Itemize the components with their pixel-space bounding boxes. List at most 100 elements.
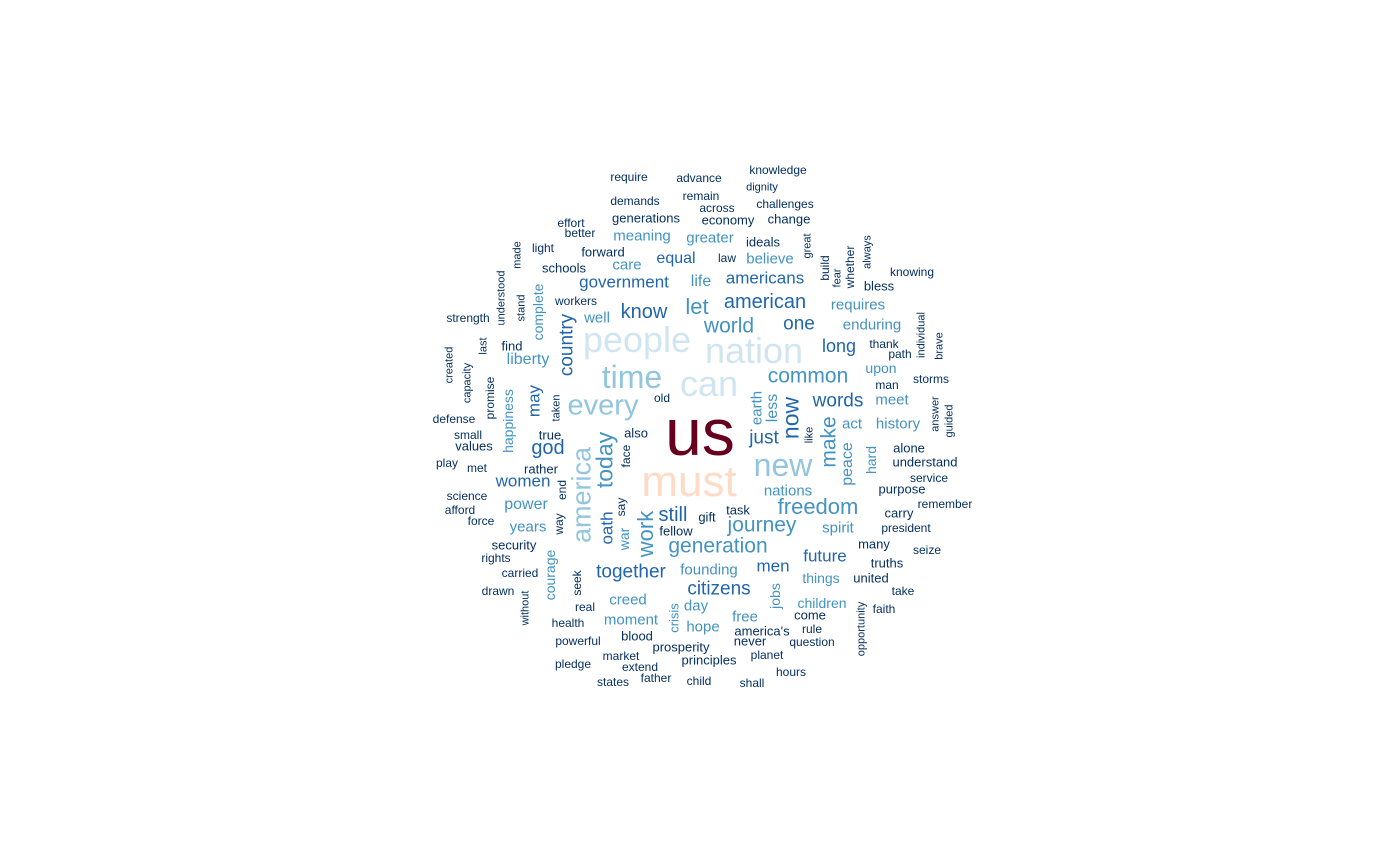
word-rule: rule	[801, 622, 823, 636]
word-hope: hope	[686, 618, 720, 636]
word-states: states	[596, 675, 630, 689]
word-father: father	[640, 671, 672, 685]
word-storms: storms	[913, 372, 949, 386]
word-security: security	[491, 537, 537, 553]
word-children: children	[797, 595, 847, 611]
word-enduring: enduring	[842, 316, 902, 334]
word-across: across	[699, 201, 735, 215]
word-words: words	[812, 390, 864, 412]
word-freedom: freedom	[777, 494, 859, 519]
word-require: require	[610, 170, 648, 184]
word-created: created	[443, 346, 456, 384]
word-values: values	[455, 438, 493, 454]
word-knowledge: knowledge	[749, 163, 807, 177]
word-moment: moment	[603, 611, 659, 629]
word-take: take	[891, 584, 915, 598]
word-god: god	[531, 437, 565, 459]
word-also: also	[624, 425, 648, 441]
word-spirit: spirit	[822, 519, 854, 537]
word-free: free	[732, 608, 758, 626]
word-planet: planet	[750, 648, 784, 662]
word-principles: principles	[681, 652, 737, 668]
word-united: united	[853, 570, 889, 586]
word-american: american	[723, 291, 807, 313]
word-let: let	[685, 294, 709, 319]
word-defense: defense	[432, 412, 476, 426]
word-common: common	[767, 364, 849, 388]
word-hours: hours	[775, 665, 807, 679]
word-truths: truths	[870, 555, 904, 571]
word-complete: complete	[530, 283, 546, 341]
word-brave: brave	[933, 332, 946, 360]
word-carry: carry	[884, 505, 914, 521]
word-seek: seek	[570, 570, 584, 596]
word-may: may	[524, 384, 544, 418]
word-pledge: pledge	[554, 657, 592, 671]
word-day: day	[683, 597, 709, 615]
word-end: end	[555, 479, 569, 501]
word-time: time	[601, 359, 663, 395]
word-hard: hard	[863, 445, 879, 475]
word-meaning: meaning	[613, 227, 671, 245]
word-generations: generations	[612, 210, 680, 226]
word-gift: gift	[698, 509, 716, 525]
word-task: task	[726, 502, 750, 518]
word-less: less	[764, 393, 781, 423]
word-force: force	[467, 514, 495, 528]
word-upon: upon	[865, 360, 897, 376]
word-just: just	[749, 427, 779, 449]
word-many: many	[858, 536, 890, 552]
word-drawn: drawn	[481, 584, 515, 598]
word-extend: extend	[621, 660, 659, 674]
word-blood: blood	[621, 628, 653, 644]
word-people: people	[582, 319, 692, 360]
word-ideals: ideals	[746, 234, 780, 250]
word-never: never	[733, 633, 767, 649]
word-journey: journey	[727, 513, 797, 537]
word-answer: answer	[929, 396, 942, 432]
word-play: play	[435, 456, 459, 470]
word-government: government	[579, 272, 669, 292]
word-always: always	[861, 235, 874, 269]
word-president: president	[881, 521, 931, 535]
word-like: like	[803, 426, 816, 444]
word-nations: nations	[763, 482, 813, 500]
word-war: war	[616, 527, 632, 551]
word-make: make	[817, 416, 841, 468]
word-work: work	[633, 510, 658, 558]
word-purpose: purpose	[878, 481, 926, 497]
word-now: now	[777, 396, 804, 440]
word-capacity: capacity	[461, 362, 474, 404]
word-know: know	[620, 301, 668, 323]
word-earth: earth	[748, 390, 766, 426]
word-service: service	[909, 471, 949, 485]
word-jobs: jobs	[767, 583, 783, 609]
word-without: without	[519, 590, 532, 626]
word-old: old	[653, 391, 671, 405]
word-advance: advance	[676, 171, 722, 185]
word-generation: generation	[668, 534, 768, 558]
word-creed: creed	[609, 591, 647, 609]
word-nation: nation	[704, 330, 804, 371]
word-americans: americans	[725, 268, 805, 288]
word-carried: carried	[501, 566, 539, 580]
word-knowing: knowing	[889, 265, 935, 279]
word-future: future	[803, 546, 847, 566]
word-afford: afford	[444, 503, 476, 517]
word-remember: remember	[917, 497, 973, 511]
word-dignity: dignity	[746, 181, 778, 194]
word-face: face	[619, 444, 633, 468]
word-still: still	[658, 504, 688, 526]
word-promise: promise	[483, 376, 497, 420]
word-powerful: powerful	[555, 634, 601, 648]
word-opportunity: opportunity	[855, 601, 868, 657]
word-country: country	[556, 313, 578, 377]
word-citizens: citizens	[687, 578, 751, 600]
word-liberty: liberty	[506, 351, 550, 368]
word-together: together	[596, 561, 666, 583]
word-world: world	[703, 314, 755, 338]
word-shall: shall	[739, 676, 765, 690]
word-years: years	[509, 518, 547, 536]
word-faith: faith	[872, 602, 896, 616]
word-way: way	[552, 513, 566, 535]
